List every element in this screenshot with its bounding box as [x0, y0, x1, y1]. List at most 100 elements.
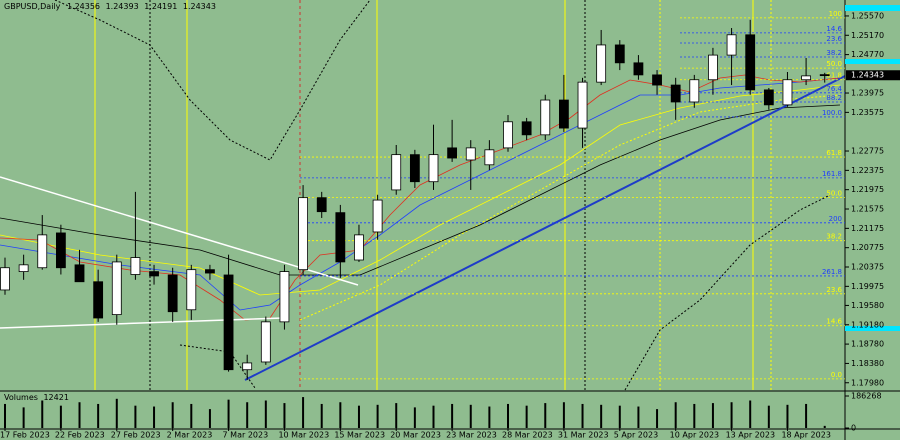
candle-body	[614, 44, 625, 64]
y-tick-label: 1.23575	[851, 108, 884, 117]
candle-body	[521, 121, 532, 136]
volume-title: Volumes	[4, 393, 38, 402]
y-tick-label: 1.24770	[851, 50, 884, 59]
x-tick-label: 18 Apr 2023	[781, 431, 830, 440]
y-tick-label: 1.20775	[851, 243, 884, 252]
fib-label: 14.6	[826, 318, 842, 326]
volume-tick-label: 186268	[851, 392, 882, 401]
ohlc-open: 1.24356	[67, 2, 100, 11]
fib-label: 261.8	[822, 268, 842, 276]
current-price-label: 1.24343	[851, 71, 884, 80]
y-tick-label: 1.22375	[851, 166, 884, 175]
candle-body	[167, 274, 178, 313]
x-tick-label: 13 Apr 2023	[726, 431, 775, 440]
candle-body	[279, 271, 290, 323]
fib-label: 38.2	[826, 233, 842, 241]
moving-average	[0, 104, 841, 276]
y-tick-label: 1.25170	[851, 31, 884, 40]
bollinger-lower	[179, 344, 256, 389]
trend-line	[244, 75, 846, 381]
candle-body	[316, 197, 327, 213]
fib-label: 161.8	[822, 170, 842, 178]
candle-body	[55, 232, 66, 269]
fib-label: 14.6	[826, 25, 842, 33]
candle-body	[465, 147, 476, 161]
candle-body	[372, 199, 383, 233]
candle-body	[409, 154, 420, 183]
x-tick-label: 10 Apr 2023	[670, 431, 719, 440]
chart-header: GBPUSD,Daily 1.24356 1.24393 1.24191 1.2…	[4, 2, 216, 11]
candle-body	[819, 74, 830, 77]
fib-label: 38.2	[826, 49, 842, 57]
x-tick-label: 2 Mar 2023	[167, 431, 213, 440]
candle-body	[540, 99, 551, 136]
x-tick-label: 27 Feb 2023	[111, 431, 161, 440]
y-tick-label: 1.22775	[851, 147, 884, 156]
candle-body	[484, 149, 495, 166]
candle-body	[37, 234, 48, 269]
symbol: GBPUSD,Daily	[4, 2, 61, 11]
candle-body	[782, 79, 793, 106]
x-tick-label: 10 Mar 2023	[278, 431, 329, 440]
x-tick-label: 22 Feb 2023	[55, 431, 105, 440]
fib-label: 200	[829, 215, 842, 223]
x-tick-label: 23 Mar 2023	[446, 431, 497, 440]
candle-body	[763, 89, 774, 106]
candle-body	[745, 34, 756, 91]
price-marker	[845, 326, 900, 331]
fib-label: 23.6	[826, 35, 842, 43]
fib-label: 61.8	[826, 149, 842, 157]
candle-body	[93, 281, 104, 319]
y-tick-label: 1.19180	[851, 320, 884, 329]
candle-body	[242, 362, 253, 371]
price-marker	[845, 5, 900, 11]
volume-tick-label: 0	[851, 424, 856, 433]
candle-body	[223, 274, 234, 371]
candle-body	[205, 269, 215, 274]
candle-body	[0, 267, 10, 291]
volume-header: Volumes 12421	[4, 393, 69, 402]
candle-body	[18, 264, 29, 272]
candle-body	[391, 154, 402, 191]
fib-label: 76.4	[826, 85, 842, 93]
y-tick-label: 1.21975	[851, 185, 884, 194]
candle-body	[149, 271, 159, 277]
candle-body	[708, 54, 718, 81]
candle-body	[689, 79, 700, 103]
candle-body	[74, 264, 85, 283]
candle-body	[652, 74, 662, 86]
fib-label: 50.0	[826, 60, 842, 68]
candle-body	[559, 99, 569, 129]
ohlc-low: 1.24191	[144, 2, 177, 11]
candle-body	[335, 212, 346, 263]
candle-body	[670, 84, 681, 103]
y-tick-label: 1.25570	[851, 11, 884, 20]
ohlc-high: 1.24393	[106, 2, 139, 11]
fib-label: 50.0	[826, 190, 842, 198]
candle-body	[596, 44, 607, 83]
candle-body	[503, 121, 513, 149]
candle-body	[130, 257, 141, 275]
y-tick-label: 1.19580	[851, 301, 884, 310]
fib-label: 61.8	[826, 72, 842, 80]
candle-body	[633, 62, 644, 76]
current-price-box	[846, 70, 900, 81]
candle-body	[354, 234, 364, 261]
price-marker	[845, 59, 900, 64]
y-tick-label: 1.23975	[851, 89, 884, 98]
x-tick-label: 28 Mar 2023	[502, 431, 553, 440]
candle-body	[298, 197, 308, 271]
y-tick-label: 1.18780	[851, 340, 884, 349]
candle-body	[111, 261, 122, 316]
fib-label: 23.6	[826, 286, 842, 294]
y-tick-label: 1.18380	[851, 359, 884, 368]
candle-body	[260, 321, 271, 363]
y-tick-label: 1.19975	[851, 282, 884, 291]
fib-label: 0.0	[831, 371, 842, 379]
bollinger-upper	[54, 0, 371, 161]
x-tick-label: 15 Mar 2023	[334, 431, 385, 440]
fib-label: 88.2	[826, 94, 842, 102]
volume-last: 12421	[43, 393, 68, 402]
